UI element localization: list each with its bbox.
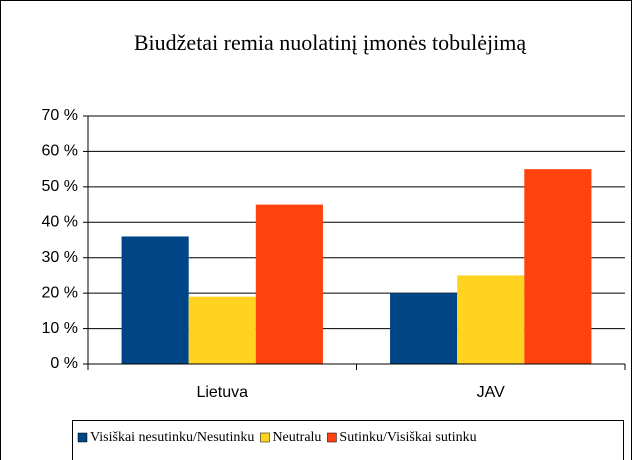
legend-box xyxy=(72,420,624,460)
y-tick-label: 0 % xyxy=(50,355,78,372)
y-tick-label: 40 % xyxy=(42,214,78,231)
bar xyxy=(188,296,256,364)
legend-swatch xyxy=(260,432,270,443)
bar xyxy=(524,169,592,364)
y-tick-label: 50 % xyxy=(42,178,78,195)
legend-swatch xyxy=(327,432,337,443)
bar xyxy=(390,293,458,364)
x-tick-label: Lietuva xyxy=(196,384,248,401)
y-tick-label: 20 % xyxy=(42,284,78,301)
y-tick-label: 60 % xyxy=(42,143,78,160)
bar xyxy=(255,204,323,364)
legend-label: Visiškai nesutinku/Nesutinku xyxy=(90,430,254,445)
chart-title: Biudžetai remia nuolatinį įmonės tobulėj… xyxy=(134,30,526,55)
bar xyxy=(457,275,525,364)
y-tick-label: 30 % xyxy=(42,249,78,266)
legend-label: Sutinku/Visiškai sutinku xyxy=(339,430,476,445)
y-tick-label: 10 % xyxy=(42,320,78,337)
y-tick-label: 70 % xyxy=(42,107,78,124)
legend-label: Neutralu xyxy=(272,430,321,445)
x-tick-label: JAV xyxy=(477,384,505,401)
bar xyxy=(121,236,189,364)
legend-swatch xyxy=(77,432,88,443)
